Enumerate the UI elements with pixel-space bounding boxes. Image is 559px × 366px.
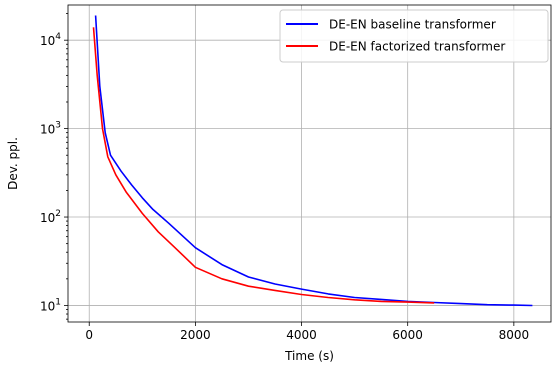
legend-label-factorized: DE-EN factorized transformer xyxy=(329,40,505,54)
legend: DE-EN baseline transformer DE-EN factori… xyxy=(279,9,549,63)
y-tick-label: 104 xyxy=(40,32,61,48)
series-lines xyxy=(92,15,533,307)
y-tick-label: 101 xyxy=(40,297,61,313)
series-line-baseline xyxy=(94,15,533,307)
x-tick-label: 6000 xyxy=(392,328,423,342)
x-tick-label: 8000 xyxy=(499,328,530,342)
y-tick-label: 103 xyxy=(40,121,61,137)
x-tick-label: 4000 xyxy=(286,328,317,342)
x-tick-label: 2000 xyxy=(180,328,211,342)
series-line-factorized xyxy=(92,27,435,304)
axis-ticks: 0 2000 4000 6000 8000 101 102 103 104 xyxy=(40,13,530,342)
x-axis-label: Time (s) xyxy=(284,349,334,363)
x-tick-label: 0 xyxy=(85,328,93,342)
legend-frame xyxy=(279,9,549,63)
y-tick-label: 102 xyxy=(40,209,61,225)
y-axis-label: Dev. ppl. xyxy=(6,137,20,190)
legend-label-baseline: DE-EN baseline transformer xyxy=(329,18,496,32)
